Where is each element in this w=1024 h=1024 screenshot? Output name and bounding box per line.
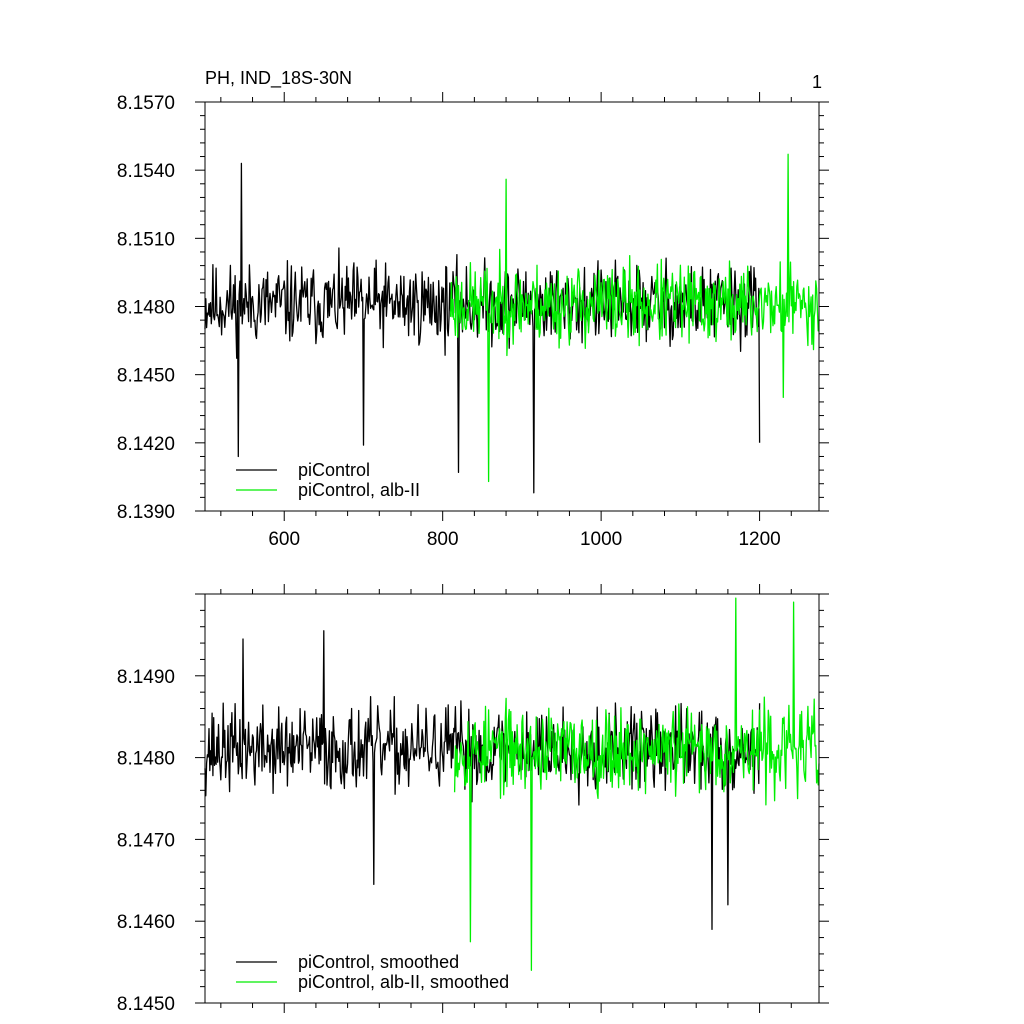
panel-number-label: 1: [812, 72, 822, 92]
top-panel-legend: piControl piControl, alb-II: [236, 460, 420, 500]
bottom-panel-legend: piControl, smoothed piControl, alb-II, s…: [236, 952, 509, 992]
top-panel: PH, IND_18S-30N 1 600 800 1000 1200 8.1390 8.…: [117, 68, 829, 550]
y-tick-label: 8.1480: [117, 749, 175, 770]
x-tick-label: 1000: [580, 529, 622, 550]
y-tick-label: 8.1390: [117, 502, 175, 523]
y-tick-label: 8.1570: [117, 93, 175, 114]
y-tick-label: 8.1540: [117, 161, 175, 182]
bottom-panel-series: [204, 597, 820, 971]
series-picontrol-alb-ii: [449, 153, 820, 483]
x-tick-label: 600: [268, 529, 300, 550]
legend-label-picontrol: piControl: [298, 460, 370, 480]
top-panel-axes: 600 800 1000 1200 8.1390 8.1420 8.1450 8.1480 8.…: [117, 92, 829, 550]
y-tick-label: 8.1450: [117, 366, 175, 387]
y-tick-label: 8.1460: [117, 912, 175, 933]
bottom-panel-axes: 8.1450 8.1460 8.1470 8.1480 8.1490: [117, 584, 829, 1015]
y-tick-label: 8.1420: [117, 434, 175, 455]
bottom-panel: 8.1450 8.1460 8.1470 8.1480 8.1490 piControl…: [117, 584, 829, 1015]
y-tick-label: 8.1490: [117, 667, 175, 688]
y-tick-label: 8.1450: [117, 994, 175, 1015]
y-tick-label: 8.1480: [117, 298, 175, 319]
y-tick-label: 8.1510: [117, 229, 175, 250]
bottom-panel-frame: [204, 593, 820, 1004]
series-picontrol: [204, 162, 761, 494]
series-picontrol-alb-ii-smoothed: [453, 597, 820, 971]
x-tick-label: 1200: [738, 529, 780, 550]
top-panel-series: [204, 153, 820, 494]
x-tick-label: 800: [427, 529, 459, 550]
y-tick-label: 8.1470: [117, 830, 175, 851]
legend-label-picontrol-alb-ii: piControl, alb-II: [298, 480, 420, 500]
legend-label-picontrol-alb-ii-smoothed: piControl, alb-II, smoothed: [298, 972, 509, 992]
legend-label-picontrol-smoothed: piControl, smoothed: [298, 952, 459, 972]
top-panel-title: PH, IND_18S-30N: [205, 68, 352, 89]
